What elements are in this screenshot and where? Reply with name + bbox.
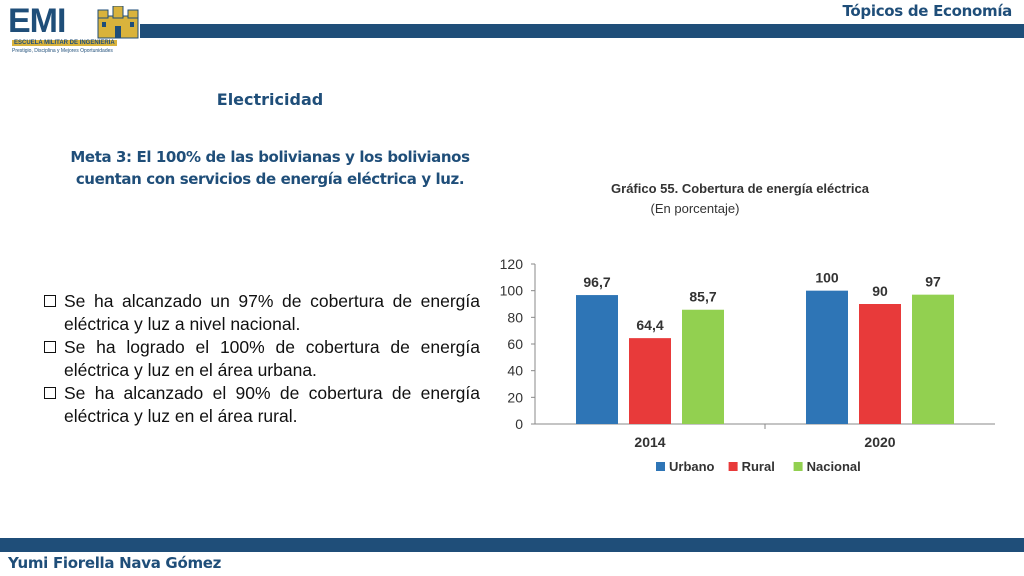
data-label: 85,7 [689,289,716,305]
bar-nacional-2020 [912,294,954,424]
chart-subtitle: (En porcentaje) [650,201,740,216]
bar-urbano-2014 [576,295,618,424]
coverage-bar-chart: 0 20 40 60 80 100 120 2014 96,7 64,4 85,7 2020 100 90… [500,256,995,474]
data-label: 64,4 [636,317,663,333]
y-tick-label: 40 [507,363,523,379]
bar-nacional-2014 [682,309,724,424]
goal-line-2: cuentan con servicios de energía eléctri… [75,170,465,188]
data-label: 96,7 [583,274,610,290]
legend-swatch-rural [728,462,738,471]
y-tick-label: 120 [500,256,524,272]
data-label: 90 [872,283,888,299]
bar-rural-2020 [859,304,901,424]
section-heading: Electricidad [216,90,324,109]
y-tick-label: 60 [507,336,523,352]
chart-title: Gráfico 55. Cobertura de energía eléctri… [611,181,869,196]
bullet-item: Se ha logrado el 100% de cobertura de en… [44,336,480,382]
logo-motto: Prestigio, Disciplina y Mejores Oportuni… [12,48,113,54]
emi-logo: EMI ESCUELA MILITAR DE INGENIERIA Presti… [8,4,140,54]
course-title: Tópicos de Economía [842,2,1012,20]
bar-rural-2014 [629,338,671,424]
data-label: 100 [815,270,839,286]
legend-label: Urbano [669,459,715,474]
checkbox-bullet-icon [44,387,56,399]
bottom-bar [0,538,1024,552]
bullet-list: Se ha alcanzado un 97% de cobertura de e… [44,290,480,428]
legend-label: Rural [742,459,775,474]
bar-urbano-2020 [806,290,848,424]
y-tick-label: 0 [515,416,523,432]
bullet-item: Se ha alcanzado un 97% de cobertura de e… [44,290,480,336]
logo-name: EMI [8,2,66,40]
top-bar [140,24,1024,38]
x-category-label: 2020 [864,434,895,450]
y-tick-label: 100 [500,283,524,299]
x-category-label: 2014 [634,434,665,450]
data-label: 97 [925,274,941,290]
y-tick-label: 20 [507,389,523,405]
goal-line-1: Meta 3: El 100% de las bolivianas y los … [70,148,470,166]
legend-label: Nacional [807,459,861,474]
bullet-text: Se ha logrado el 100% de cobertura de en… [64,337,480,380]
legend-swatch-nacional [793,462,803,471]
bullet-text: Se ha alcanzado un 97% de cobertura de e… [64,291,480,334]
checkbox-bullet-icon [44,295,56,307]
bullet-item: Se ha alcanzado el 90% de cobertura de e… [44,382,480,428]
author-name: Yumi Fiorella Nava Gómez [8,554,222,572]
checkbox-bullet-icon [44,341,56,353]
goal-heading: Meta 3: El 100% de las bolivianas y los … [60,146,480,190]
bullet-text: Se ha alcanzado el 90% de cobertura de e… [64,383,480,426]
castle-icon [97,6,139,39]
legend-swatch-urbano [656,462,665,471]
logo-subtitle: ESCUELA MILITAR DE INGENIERIA [12,40,117,46]
y-tick-label: 80 [507,309,523,325]
